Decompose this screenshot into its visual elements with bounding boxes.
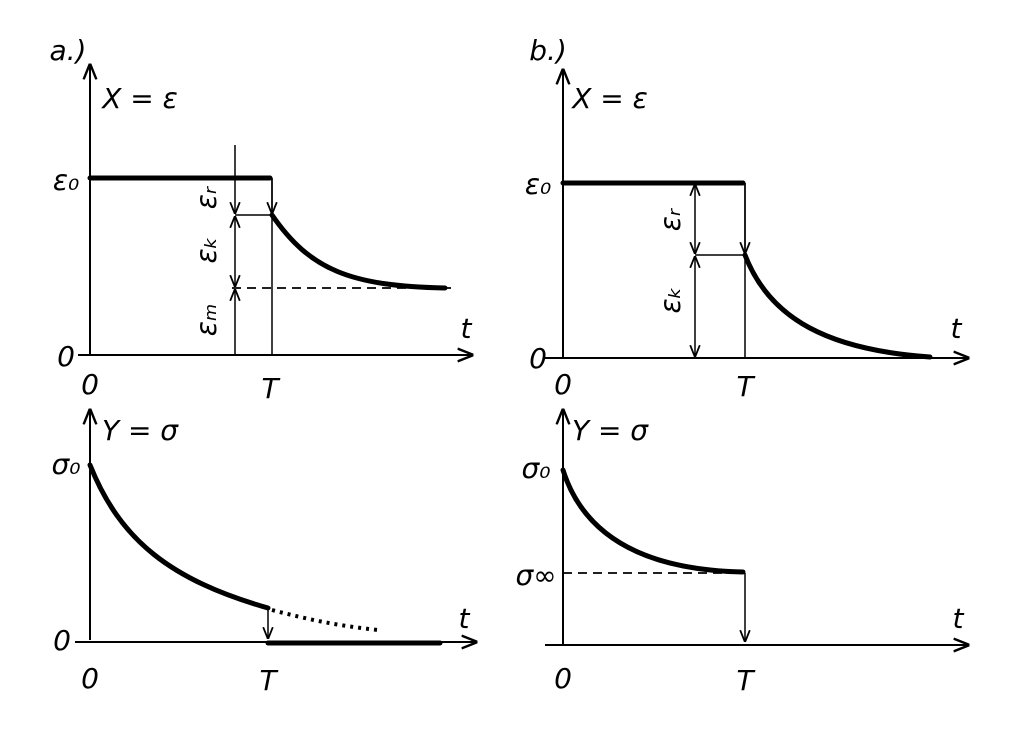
x-axis-label: t [953, 602, 965, 635]
y-axis-label: Y = σ [572, 414, 649, 447]
relaxation-curve [560, 467, 746, 575]
x-axis-label: t [951, 312, 963, 345]
x-tick-label: T [261, 372, 280, 405]
y-tick-label: σ₀ [522, 452, 551, 485]
panel-label: a.) [50, 34, 87, 67]
x-axis-label: t [461, 312, 473, 345]
continuation [271, 608, 379, 632]
y-axis-label: X = ε [100, 82, 178, 115]
y-tick-label: ε₀ [53, 164, 79, 197]
annotation: εᵣ [654, 207, 687, 231]
y-tick-label: ε₀ [525, 168, 551, 201]
annotation: εₘ [190, 304, 223, 337]
annotation: εₖ [654, 286, 687, 313]
y-axis-label: X = ε [570, 82, 648, 115]
x-axis-label: t [459, 602, 471, 635]
x-tick-label: 0 [554, 662, 572, 695]
y-tick-label: σ₀ [52, 448, 81, 481]
y-tick-label: 0 [529, 342, 547, 375]
x-tick-label: 0 [81, 662, 99, 695]
annotation: εᵣ [190, 185, 223, 209]
recovery-curve [742, 252, 933, 360]
x-tick-label: 0 [81, 368, 99, 401]
x-tick-label: T [259, 664, 278, 697]
y-axis-label: Y = σ [102, 414, 179, 447]
x-tick-label: T [736, 664, 755, 697]
annotation: εₖ [190, 236, 223, 263]
y-tick-label: 0 [53, 624, 71, 657]
y-tick-label: σ∞ [515, 559, 556, 592]
x-tick-label: 0 [554, 368, 572, 401]
y-tick-label: 0 [57, 340, 75, 373]
recovery-curve [269, 212, 448, 291]
relaxation-curve [87, 462, 271, 611]
x-tick-label: T [736, 370, 755, 403]
panel-label: b.) [529, 34, 567, 67]
